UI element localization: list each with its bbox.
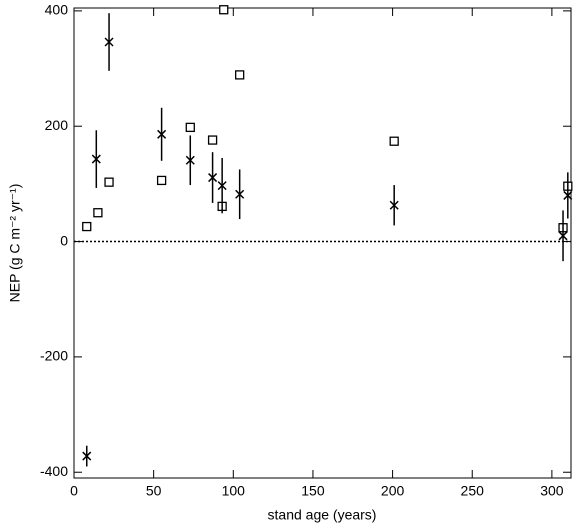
cross-point [208, 173, 218, 183]
y-tick-label: 400 [45, 2, 69, 18]
square-point [235, 70, 245, 80]
cross-point [217, 181, 227, 191]
square-point [389, 136, 399, 146]
x-tick-label: 150 [301, 483, 325, 499]
cross-point [91, 154, 101, 164]
square-point [185, 122, 195, 133]
y-tick-label: -200 [40, 348, 68, 364]
x-tick-label: 50 [146, 483, 162, 499]
square-point [207, 135, 218, 145]
square-point [219, 5, 229, 15]
x-axis-label: stand age (years) [268, 507, 377, 523]
cross-point [235, 189, 245, 199]
square-point [93, 208, 103, 218]
x-tick-label: 250 [461, 483, 485, 499]
y-tick-label: 0 [60, 232, 68, 248]
square-point [156, 175, 167, 186]
cross-point [82, 451, 92, 461]
square-point [104, 177, 114, 187]
y-tick-label: 200 [45, 117, 69, 133]
y-tick-label: -400 [40, 463, 68, 479]
square-point [82, 221, 92, 232]
cross-point [563, 190, 573, 200]
x-tick-label: 300 [540, 483, 564, 499]
plot-frame [73, 7, 572, 479]
x-tick-label: 200 [381, 483, 405, 499]
x-tick-label: 0 [70, 483, 78, 499]
cross-point [185, 155, 195, 165]
cross-point [104, 37, 114, 47]
cross-point [389, 200, 399, 210]
cross-point [157, 129, 167, 139]
x-tick-label: 100 [222, 483, 246, 499]
cross-point [558, 231, 568, 241]
y-axis-label: NEP (g C m⁻² yr⁻¹) [7, 184, 23, 303]
